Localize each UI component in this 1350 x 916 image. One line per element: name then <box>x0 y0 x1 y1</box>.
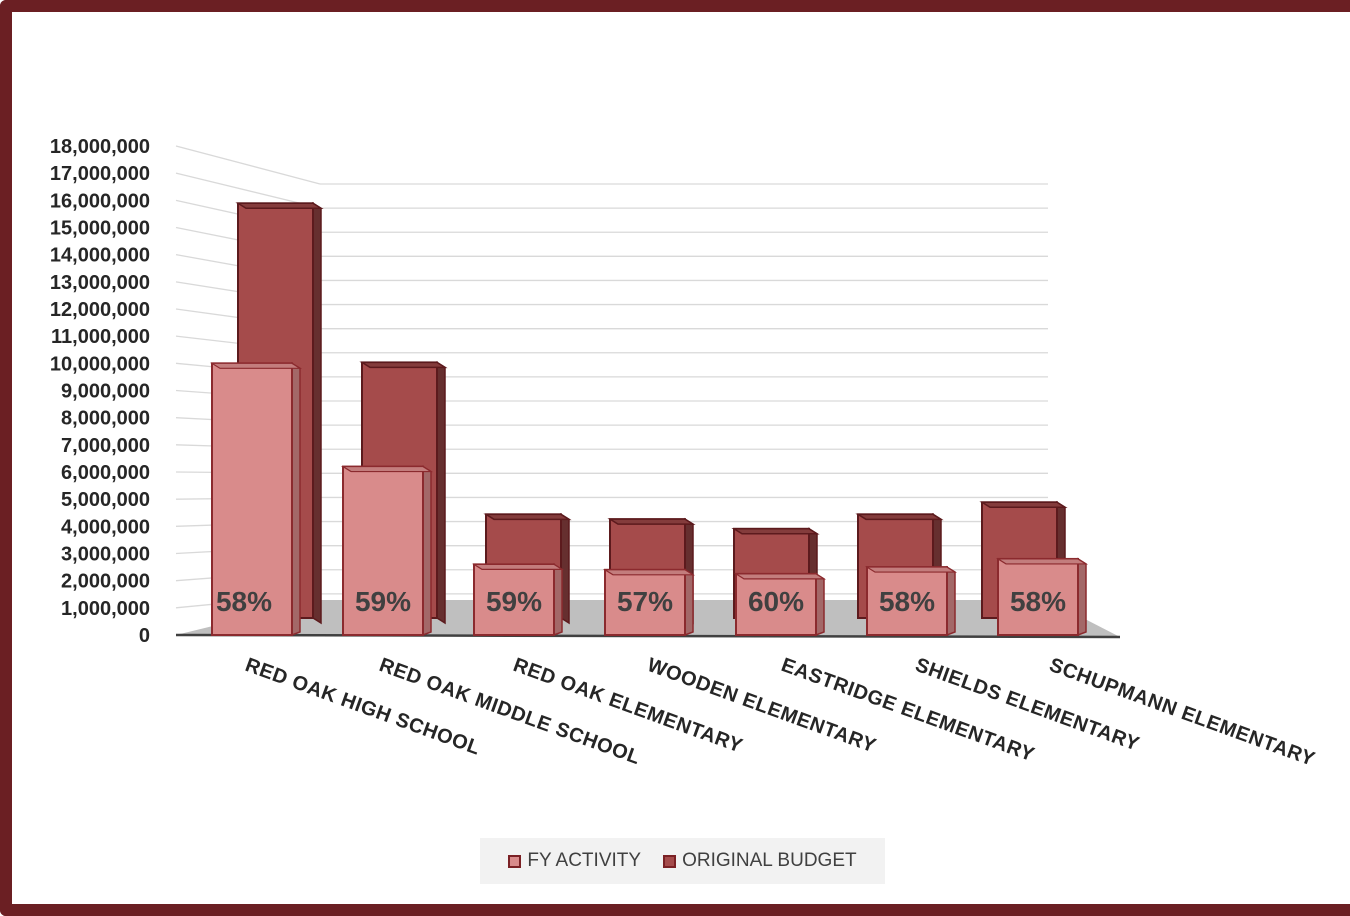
y-tick-label: 5,000,000 <box>61 489 150 511</box>
data-label: 57% <box>617 586 673 617</box>
y-tick-label: 15,000,000 <box>50 218 150 240</box>
y-axis-ticks: 18,000,000 17,000,000 16,000,000 15,000,000… <box>50 136 150 647</box>
y-tick-label: 1,000,000 <box>61 598 150 620</box>
legend-label-original-budget: ORIGINAL BUDGET <box>682 850 857 872</box>
data-label: 60% <box>748 586 804 617</box>
y-tick-label: 18,000,000 <box>50 136 150 158</box>
y-tick-label: 16,000,000 <box>50 190 150 212</box>
y-tick-label: 11,000,000 <box>51 326 150 348</box>
data-label: 59% <box>355 586 411 617</box>
x-tick-label: RED OAK MIDDLE SCHOOL <box>376 654 643 769</box>
y-tick-label: 10,000,000 <box>50 353 150 375</box>
y-tick-label: 17,000,000 <box>50 163 150 185</box>
data-label: 58% <box>879 586 935 617</box>
x-tick-label: WOODEN ELEMENTARY <box>644 654 879 757</box>
gridline <box>176 146 1048 184</box>
legend-label-fy-activity: FY ACTIVITY <box>527 850 641 872</box>
y-tick-label: 2,000,000 <box>61 571 150 593</box>
y-tick-label: 7,000,000 <box>61 435 150 457</box>
legend: FY ACTIVITY ORIGINAL BUDGET <box>480 838 885 884</box>
y-tick-label: 14,000,000 <box>50 245 150 267</box>
y-tick-label: 13,000,000 <box>50 272 150 294</box>
legend-swatch-fy-activity <box>508 855 521 868</box>
legend-item-fy-activity: FY ACTIVITY <box>508 850 641 872</box>
legend-item-original-budget: ORIGINAL BUDGET <box>663 850 857 872</box>
legend-swatch-original-budget <box>663 855 676 868</box>
x-tick-label: SHIELDS ELEMENTARY <box>912 654 1142 756</box>
data-label: 58% <box>1010 586 1066 617</box>
data-label: 58% <box>216 586 272 617</box>
y-tick-label: 3,000,000 <box>61 544 150 566</box>
y-tick-label: 0 <box>139 625 150 647</box>
y-tick-label: 8,000,000 <box>61 408 150 430</box>
x-tick-label: SCHUPMANN ELEMENTARY <box>1046 654 1318 771</box>
y-tick-label: 9,000,000 <box>61 381 150 403</box>
data-label: 59% <box>486 586 542 617</box>
y-tick-label: 4,000,000 <box>61 516 150 538</box>
x-tick-label: EASTRIDGE ELEMENTARY <box>778 654 1037 766</box>
y-tick-label: 12,000,000 <box>50 299 150 321</box>
y-tick-label: 6,000,000 <box>61 462 150 484</box>
x-tick-label: RED OAK HIGH SCHOOL <box>242 654 483 760</box>
